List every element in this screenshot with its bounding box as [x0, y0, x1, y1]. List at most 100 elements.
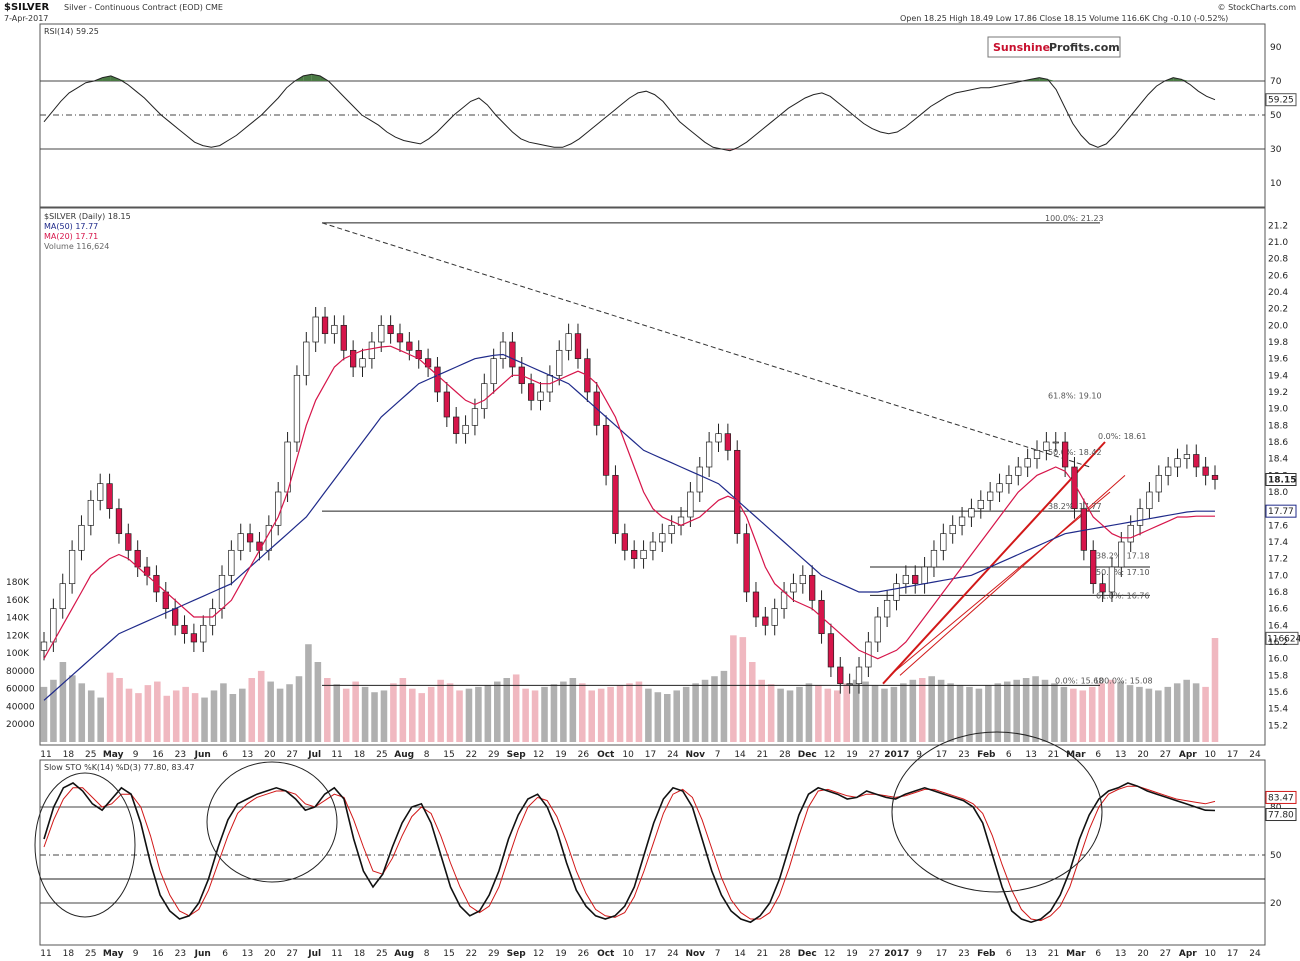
volume-bar: [994, 683, 1002, 742]
candle: [490, 358, 497, 385]
volume-bar: [692, 683, 699, 742]
volume-bar: [654, 692, 662, 742]
price-panel: [39, 207, 1266, 746]
x-axis-label-bottom: Jul: [307, 949, 321, 959]
ma50-box: [1265, 504, 1297, 518]
volume-bar: [1088, 686, 1096, 742]
candle: [855, 666, 863, 685]
stoch-d-line: [43, 785, 1216, 922]
volume-bar: [1022, 678, 1030, 742]
x-axis-label-bottom: Nov: [685, 949, 705, 959]
x-axis-label-bottom: Mar: [1066, 949, 1086, 959]
volume-bar: [1013, 679, 1020, 742]
volume-bar: [1211, 638, 1219, 742]
x-axis-label-bottom: 27: [1160, 949, 1171, 959]
candle: [106, 483, 113, 510]
candle: [743, 533, 750, 593]
candle: [987, 491, 994, 501]
volume-bar: [1107, 679, 1115, 742]
x-axis-label: Oct: [597, 750, 615, 760]
volume-bar: [607, 686, 614, 742]
x-axis-label: 14: [734, 750, 746, 760]
volume-bar: [409, 688, 416, 742]
rsi-tick-label: 30: [1270, 145, 1282, 155]
x-axis-label: 22: [466, 750, 477, 760]
volume-bar: [711, 676, 718, 742]
candle: [1015, 466, 1022, 476]
x-axis-label: 8: [424, 750, 430, 760]
x-axis-label-bottom: 11: [331, 949, 342, 959]
x-axis-label-bottom: 19: [846, 949, 858, 959]
red-trendline-outer: [899, 474, 1126, 676]
price-tick-label: 17.0: [1268, 571, 1288, 581]
x-axis-label-bottom: 17: [936, 949, 947, 959]
candle: [340, 324, 347, 351]
candle: [359, 358, 366, 368]
price-tick-label: 19.4: [1268, 371, 1288, 381]
candle: [1024, 458, 1031, 468]
x-axis-label: Apr: [1179, 750, 1197, 760]
candle: [1099, 583, 1106, 593]
legend-ma20: MA(20) 17.71: [44, 232, 98, 241]
volume-bar: [324, 678, 331, 742]
x-axis-label-bottom: 27: [287, 949, 298, 959]
stoch-tick-label: 50: [1270, 851, 1282, 861]
last-price-label: 18.15: [1268, 476, 1296, 486]
stoch-last-label: 77.80: [1268, 811, 1294, 821]
volume-bar: [588, 690, 596, 742]
candle: [574, 333, 582, 360]
candle: [1127, 524, 1134, 543]
volume-tick-label: 40000: [6, 702, 35, 712]
x-axis-label: 27: [869, 750, 880, 760]
volume-bar: [144, 685, 152, 742]
declining-trendline: [321, 222, 1091, 468]
x-axis-label: Jul: [307, 750, 321, 760]
candle: [312, 316, 319, 343]
candle: [949, 524, 956, 535]
volume-bar: [191, 693, 199, 742]
x-axis-label-bottom: 6: [1095, 949, 1101, 959]
x-axis-label: 27: [1160, 750, 1171, 760]
candle: [228, 549, 235, 576]
volume-bar: [267, 681, 274, 742]
candle: [1061, 441, 1069, 468]
volume-bar: [456, 690, 463, 742]
candle: [640, 549, 647, 560]
fib-label: 61.8%: 16.76: [1096, 591, 1150, 600]
price-tick-label: 20.6: [1268, 271, 1288, 281]
rsi-tick-label: 90: [1270, 43, 1282, 53]
volume-bar: [985, 685, 992, 742]
volume-bar: [918, 678, 926, 742]
candle: [1211, 474, 1219, 480]
volume-bar: [69, 675, 76, 742]
candle: [115, 508, 123, 535]
volume-bar: [758, 679, 765, 742]
x-axis-label: 6: [1095, 750, 1101, 760]
candle: [434, 366, 441, 393]
volume-bar: [767, 684, 775, 742]
volume-bar: [106, 672, 114, 742]
volume-bar: [1173, 683, 1181, 742]
candle: [705, 441, 713, 468]
x-axis-label-bottom: 8: [424, 949, 430, 959]
volume-tick-label: 80000: [6, 667, 35, 677]
legend-volume: Volume 116,624: [44, 242, 109, 251]
x-axis-label: 18: [354, 750, 366, 760]
stoch-last-box: [1265, 790, 1297, 804]
volume-bar: [1051, 683, 1058, 742]
last-price-box: [1265, 473, 1297, 486]
x-axis-label: 27: [287, 750, 298, 760]
stoch-last-label: 83.47: [1268, 793, 1294, 803]
x-axis-label-bottom: 17: [645, 949, 656, 959]
x-axis-label-bottom: 2017: [884, 949, 909, 959]
volume-bar: [380, 690, 388, 742]
x-axis-label-bottom: 10: [622, 949, 634, 959]
x-axis-label: 17: [936, 750, 947, 760]
price-tick-label: 16.6: [1268, 605, 1288, 615]
watermark: Sunshine Profits.com: [987, 36, 1121, 58]
x-axis-label: 12: [824, 750, 835, 760]
candle: [668, 524, 675, 535]
candle: [1005, 474, 1013, 485]
x-axis-label: 23: [958, 750, 969, 760]
rsi-title: RSI(14) 59.25: [44, 27, 99, 36]
